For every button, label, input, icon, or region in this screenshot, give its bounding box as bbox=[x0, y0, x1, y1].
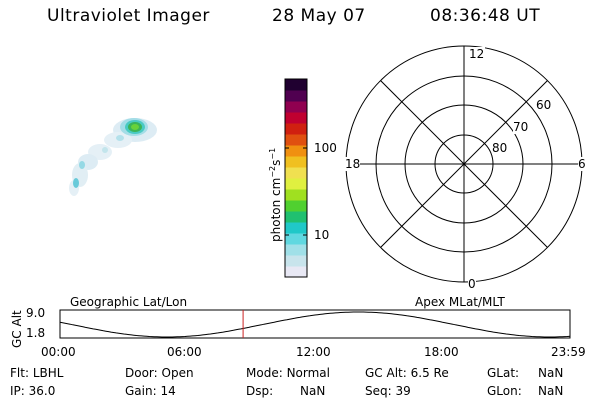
colorbar-cell bbox=[285, 189, 307, 201]
timeline-plot bbox=[59, 309, 571, 339]
xtick-2: 12:00 bbox=[296, 345, 331, 359]
colorbar-cell bbox=[285, 145, 307, 157]
glon-value: NaN bbox=[538, 384, 564, 398]
colorbar-cell bbox=[285, 134, 307, 146]
colorbar-cell bbox=[285, 79, 307, 91]
mlt-0-label: 0 bbox=[468, 277, 476, 291]
xtick-3: 18:00 bbox=[424, 345, 459, 359]
dsp-value: NaN bbox=[300, 384, 326, 398]
timeline-right-label: Apex MLat/MLT bbox=[415, 295, 505, 309]
mlt-12-label: 12 bbox=[468, 47, 486, 61]
xtick-4: 23:59 bbox=[551, 345, 586, 359]
colorbar-cell bbox=[285, 222, 307, 234]
gain-info: Gain: 14 bbox=[125, 384, 176, 398]
colorbar-tick-100: 100 bbox=[314, 141, 337, 155]
glon-label: GLon: bbox=[487, 384, 522, 398]
colorbar-cell bbox=[285, 167, 307, 179]
time-label: 08:36:48 UT bbox=[430, 6, 541, 26]
glat-value: NaN bbox=[538, 366, 564, 380]
colorbar-unit-label: photon cm−2s−1 bbox=[268, 147, 283, 242]
polar-plot bbox=[345, 45, 583, 283]
lat-60-label: 60 bbox=[536, 98, 552, 112]
colorbar-cell bbox=[285, 90, 307, 102]
mode-info: Mode: Normal bbox=[246, 366, 330, 380]
colorbar-cell bbox=[285, 178, 307, 190]
instrument-title: Ultraviolet Imager bbox=[47, 6, 210, 26]
seq-info: Seq: 39 bbox=[365, 384, 411, 398]
filter-info: Flt: LBHL bbox=[10, 366, 64, 380]
colorbar-cell bbox=[285, 112, 307, 124]
colorbar-cell bbox=[285, 123, 307, 135]
mlt-6-label: 6 bbox=[578, 157, 586, 171]
timeline-ytick-bottom: 1.8 bbox=[26, 326, 46, 340]
date-label: 28 May 07 bbox=[272, 6, 366, 26]
door-info: Door: Open bbox=[125, 366, 194, 380]
timeline-left-label: Geographic Lat/Lon bbox=[70, 295, 188, 309]
colorbar-cell bbox=[285, 211, 307, 223]
colorbar-cell bbox=[285, 266, 307, 278]
gcalt-info: GC Alt: 6.5 Re bbox=[365, 366, 449, 380]
colorbar-cell bbox=[285, 255, 307, 267]
lat-80-label: 80 bbox=[492, 141, 508, 155]
colorbar-cell bbox=[285, 156, 307, 168]
dsp-label: Dsp: bbox=[246, 384, 274, 398]
ip-info: IP: 36.0 bbox=[10, 384, 56, 398]
xtick-0: 00:00 bbox=[41, 345, 76, 359]
colorbar-cell bbox=[285, 200, 307, 212]
colorbar-cell bbox=[285, 244, 307, 256]
auroral-image bbox=[69, 118, 157, 196]
lat-70-label: 70 bbox=[513, 120, 529, 134]
colorbar-tick-10: 10 bbox=[314, 228, 330, 242]
colorbar bbox=[284, 78, 308, 278]
timeline-ytick-top: 9.0 bbox=[26, 306, 46, 320]
colorbar-cell bbox=[285, 233, 307, 245]
mlt-18-label: 18 bbox=[345, 157, 361, 171]
timeline-ylabel: GC Alt bbox=[10, 310, 24, 348]
glat-label: GLat: bbox=[487, 366, 520, 380]
colorbar-cell bbox=[285, 101, 307, 113]
xtick-1: 06:00 bbox=[167, 345, 202, 359]
